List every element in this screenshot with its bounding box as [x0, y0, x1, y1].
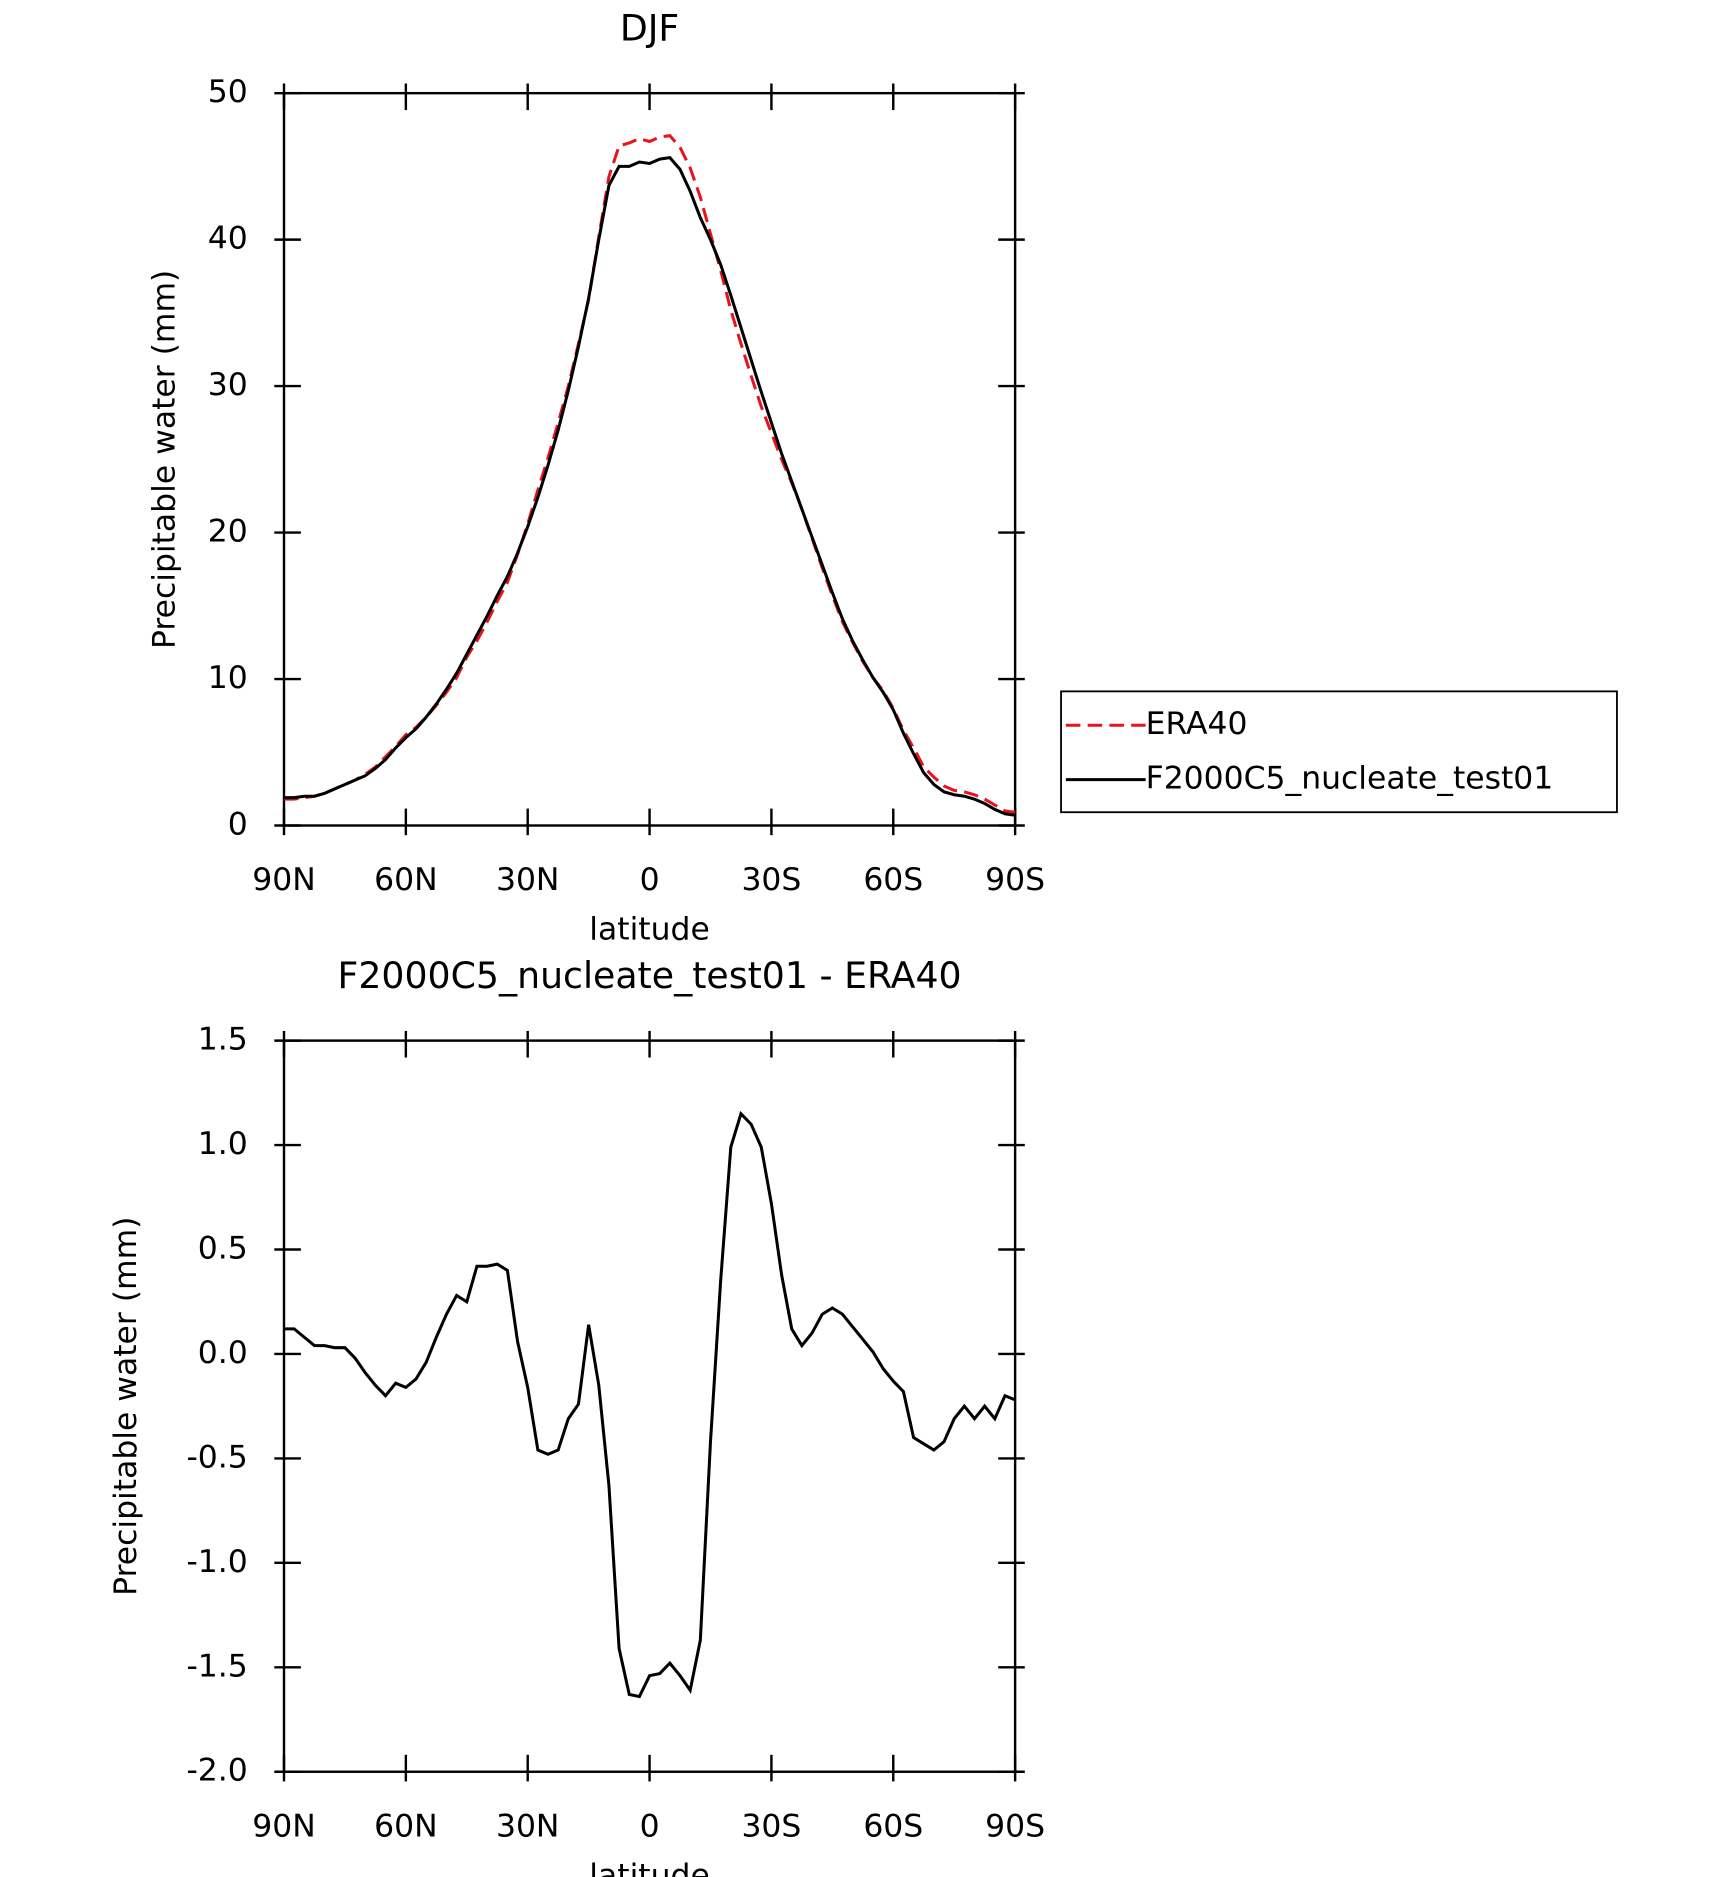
legend: ERA40 F2000C5_nucleate_test01 — [1060, 690, 1618, 814]
y-axis-label: Precipitable water (mm) — [108, 1217, 144, 1596]
x-axis-label: latitude — [589, 1858, 710, 1877]
y-tick-label: 30 — [208, 367, 248, 403]
x-tick-label: 60N — [374, 1808, 437, 1844]
y-tick-label: 0.0 — [198, 1335, 248, 1371]
y-tick-label: -1.5 — [186, 1648, 247, 1684]
y-tick-label: 0.5 — [198, 1231, 248, 1267]
plot-frame — [282, 91, 1017, 827]
x-tick-label: 0 — [640, 862, 660, 898]
legend-box — [1060, 690, 1618, 814]
y-tick-label: 20 — [208, 514, 248, 550]
data-line — [283, 1110, 1016, 1699]
legend-label: ERA40 — [1146, 706, 1248, 742]
x-tick-label: 60S — [863, 862, 923, 898]
x-tick-label: 30N — [496, 862, 559, 898]
y-axis-label: Precipitable water (mm) — [147, 270, 183, 649]
x-axis-label: latitude — [589, 912, 710, 948]
x-tick-label: 30N — [496, 1808, 559, 1844]
x-tick-label: 90S — [985, 862, 1045, 898]
y-tick-label: 50 — [208, 74, 248, 110]
y-tick-label: 1.5 — [198, 1022, 248, 1058]
y-tick-label: -0.5 — [186, 1439, 247, 1475]
x-tick-label: 60S — [863, 1808, 923, 1844]
chart-title: F2000C5_nucleate_test01 - ERA40 — [337, 954, 961, 997]
chart-title: DJF — [620, 6, 679, 49]
x-tick-label: 90N — [252, 862, 315, 898]
x-tick-label: 90S — [985, 1808, 1045, 1844]
y-tick-label: 10 — [208, 660, 248, 696]
series-line — [283, 134, 1016, 814]
legend-label: F2000C5_nucleate_test01 — [1146, 761, 1554, 797]
series-line — [283, 156, 1016, 817]
x-tick-label: 30S — [741, 862, 801, 898]
x-tick-label: 0 — [640, 1808, 660, 1844]
y-tick-label: 1.0 — [198, 1126, 248, 1162]
y-tick-label: -1.0 — [186, 1544, 247, 1580]
y-tick-label: -2.0 — [186, 1753, 247, 1789]
x-tick-label: 90N — [252, 1808, 315, 1844]
y-tick-label: 40 — [208, 221, 248, 257]
x-tick-label: 30S — [741, 1808, 801, 1844]
x-tick-label: 60N — [374, 862, 437, 898]
y-tick-label: 0 — [228, 807, 248, 843]
